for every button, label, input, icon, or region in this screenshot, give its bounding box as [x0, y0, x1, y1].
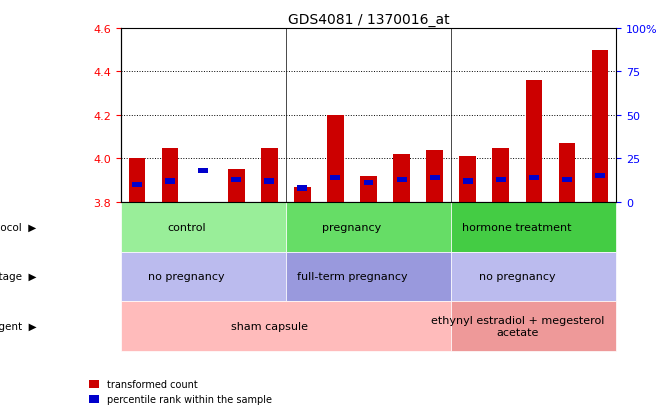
Bar — [165, 179, 175, 184]
Bar — [231, 177, 241, 183]
FancyBboxPatch shape — [121, 202, 286, 252]
Text: pregnancy: pregnancy — [322, 222, 382, 232]
Bar — [330, 176, 340, 181]
Title: GDS4081 / 1370016_at: GDS4081 / 1370016_at — [287, 12, 450, 26]
FancyBboxPatch shape — [451, 202, 616, 252]
Text: no pregnancy: no pregnancy — [479, 272, 555, 282]
FancyBboxPatch shape — [121, 252, 286, 301]
Bar — [129, 159, 145, 202]
Bar — [529, 176, 539, 181]
Bar — [426, 150, 443, 202]
Bar — [463, 179, 472, 184]
Text: agent  ▶: agent ▶ — [0, 321, 36, 331]
Text: protocol  ▶: protocol ▶ — [0, 222, 36, 232]
Bar — [397, 177, 407, 183]
Bar — [592, 50, 608, 202]
Bar — [162, 148, 178, 202]
Legend: transformed count, percentile rank within the sample: transformed count, percentile rank withi… — [85, 375, 275, 408]
Bar — [294, 187, 311, 202]
Bar — [132, 182, 142, 188]
Bar — [261, 148, 277, 202]
FancyBboxPatch shape — [451, 301, 616, 351]
FancyBboxPatch shape — [286, 252, 451, 301]
Text: full-term pregnancy: full-term pregnancy — [297, 272, 407, 282]
Bar — [393, 155, 410, 202]
Bar — [327, 116, 344, 202]
Text: hormone treatment: hormone treatment — [462, 222, 572, 232]
Bar — [492, 148, 509, 202]
Bar — [360, 176, 377, 202]
Text: no pregnancy: no pregnancy — [148, 272, 225, 282]
Text: ethynyl estradiol + megesterol
acetate: ethynyl estradiol + megesterol acetate — [431, 316, 604, 337]
Bar — [198, 169, 208, 174]
Bar — [496, 177, 506, 183]
Bar — [460, 157, 476, 202]
Bar — [559, 144, 575, 202]
Bar — [595, 173, 605, 179]
Text: sham capsule: sham capsule — [231, 321, 308, 331]
Bar — [228, 170, 245, 202]
FancyBboxPatch shape — [286, 202, 451, 252]
Bar — [429, 176, 440, 181]
Bar — [562, 177, 572, 183]
Bar — [525, 81, 542, 202]
Bar — [297, 186, 308, 191]
Text: control: control — [168, 222, 206, 232]
FancyBboxPatch shape — [121, 301, 451, 351]
Text: development stage  ▶: development stage ▶ — [0, 272, 36, 282]
FancyBboxPatch shape — [451, 252, 616, 301]
Bar — [265, 179, 274, 184]
Bar — [364, 180, 373, 186]
